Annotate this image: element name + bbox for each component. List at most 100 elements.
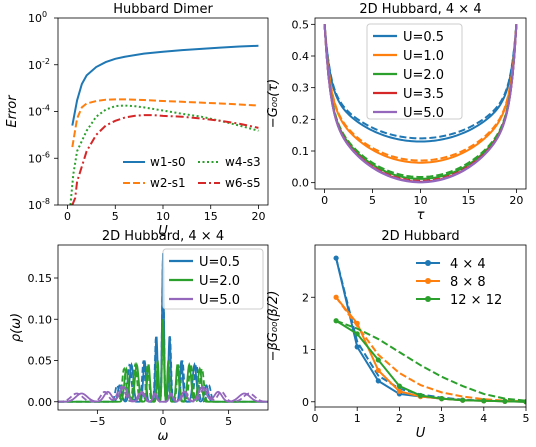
legend: w1-s0 w2-s1 w4-s3 w6-s5 — [123, 155, 261, 190]
x-tick-label: 5 — [523, 412, 530, 425]
x-tick-label: 15 — [204, 210, 218, 223]
y-tick-label: 0 — [302, 396, 309, 409]
x-tick-label: 4 — [480, 412, 487, 425]
x-tick-label: 0 — [160, 415, 167, 428]
legend-marker — [425, 260, 431, 266]
y-tick-exponent: -2 — [42, 57, 50, 66]
data-point — [417, 392, 424, 399]
y-axis-label: Error — [5, 94, 20, 128]
y-tick-label: 10 — [28, 106, 42, 119]
data-point — [333, 255, 339, 261]
y-axis-label: ρ(ω) — [9, 313, 24, 342]
y-tick-label: 10 — [28, 199, 42, 212]
x-tick-label: 5 — [225, 415, 232, 428]
data-point — [375, 378, 381, 384]
y-axis-label: −βG₀₀(β/2) — [266, 291, 281, 362]
x-tick-label: 20 — [251, 210, 265, 223]
data-point — [502, 398, 508, 404]
y-tick-label: 0.0 — [292, 177, 310, 190]
x-tick-label: 10 — [414, 194, 428, 207]
data-point — [460, 397, 466, 403]
legend-label: w2-s1 — [150, 176, 186, 190]
legend-marker — [425, 278, 431, 284]
series-line — [323, 24, 518, 180]
legend-label: U=2.0 — [403, 68, 444, 83]
series-line — [323, 24, 518, 143]
series-line — [58, 385, 268, 403]
y-tick-label: 0.1 — [292, 145, 310, 158]
data-point — [354, 320, 360, 326]
chart-title: 2D Hubbard, 4 × 4 — [359, 2, 481, 17]
series-line — [71, 44, 259, 126]
series-line — [58, 319, 268, 403]
series-line — [335, 296, 526, 403]
x-tick-label: 1 — [354, 412, 361, 425]
legend-label: 4 × 4 — [450, 257, 486, 272]
data-point — [333, 294, 339, 300]
series-line — [323, 24, 518, 184]
y-tick-exponent: -8 — [42, 197, 50, 206]
y-tick-label: 0.00 — [28, 396, 53, 409]
legend-label: w1-s0 — [150, 155, 186, 169]
series-line-dashed — [335, 257, 526, 403]
legend: U=0.5 U=1.0 U=2.0 U=3.5 U=5.0 — [366, 23, 463, 121]
series-group — [69, 44, 259, 205]
legend-label: U=5.0 — [403, 106, 444, 121]
y-tick-label: 0.05 — [28, 355, 53, 368]
data-point — [354, 344, 360, 350]
y-tick-exponent: -4 — [42, 104, 50, 113]
data-point — [333, 318, 339, 324]
chart-title: 2D Hubbard, 4 × 4 — [102, 229, 224, 244]
x-tick-label: 20 — [509, 194, 523, 207]
y-tick-exponent: 0 — [42, 10, 47, 19]
data-point — [439, 396, 445, 402]
series-line-dashed — [335, 319, 526, 402]
legend-marker — [425, 296, 431, 302]
chart-spectral-function: 2D Hubbard, 4 × 4 −5 0 5 0.00 0.05 0.10 0.15 ω ρ(… — [9, 229, 269, 444]
series-group — [323, 24, 518, 184]
legend-label: w4-s3 — [225, 155, 261, 169]
x-tick-label: 3 — [438, 412, 445, 425]
x-tick-label: 0 — [321, 194, 328, 207]
y-tick-label: 1 — [302, 344, 309, 357]
chart-title: Hubbard Dimer — [113, 2, 213, 17]
y-tick-exponent: -6 — [42, 150, 50, 159]
legend: U=0.5 U=2.0 U=5.0 — [162, 248, 264, 310]
series-group — [333, 255, 526, 405]
series-line-dashed — [323, 24, 518, 162]
chart-green-function: 2D Hubbard, 4 × 4 0 5 10 15 20 0.0 0.1 0.2 0.3 0.4… — [266, 2, 527, 223]
y-tick-label: 10 — [28, 12, 42, 25]
y-tick-label: 10 — [28, 152, 42, 165]
legend-label: U=3.5 — [403, 87, 444, 102]
data-point — [481, 398, 487, 404]
x-tick-label: 5 — [369, 194, 376, 207]
data-point — [375, 357, 381, 363]
y-tick-label: 0.5 — [292, 18, 310, 31]
data-point — [396, 383, 402, 389]
series-line-dashed — [323, 24, 518, 178]
x-axis-label: U — [158, 224, 168, 239]
series-line-dashed — [323, 24, 518, 140]
y-tick-label: 0.3 — [292, 82, 310, 95]
y-tick-label: 0.2 — [292, 113, 310, 126]
series-line — [71, 98, 259, 148]
y-axis-label: −G₀₀(τ) — [266, 79, 281, 128]
x-tick-label: 0 — [312, 412, 319, 425]
legend-label: U=5.0 — [199, 293, 240, 308]
series-line-dashed — [335, 296, 526, 403]
plot-frame — [314, 244, 527, 408]
series-line — [335, 257, 526, 403]
x-axis-label: U — [416, 426, 426, 441]
data-point — [354, 331, 360, 337]
x-tick-label: 5 — [112, 210, 119, 223]
y-tick-label: 0.10 — [28, 313, 53, 326]
series-line-dashed — [323, 24, 518, 183]
y-tick-label: 10 — [28, 59, 42, 72]
series-line — [335, 319, 526, 403]
legend-box — [162, 248, 264, 310]
data-point — [523, 399, 526, 405]
legend-label: w6-s5 — [225, 176, 261, 190]
